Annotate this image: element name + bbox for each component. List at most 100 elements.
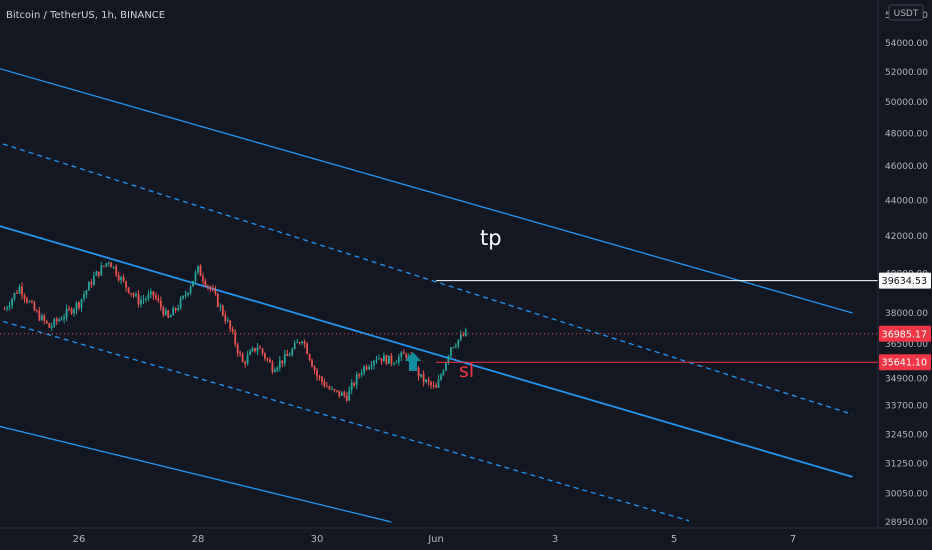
candle-body — [83, 294, 85, 300]
candle-body — [452, 347, 455, 348]
candle-body — [60, 319, 63, 321]
time-tick-label: 3 — [552, 534, 558, 545]
candle-body — [435, 385, 437, 388]
channel-lower-line[interactable] — [0, 417, 392, 523]
candle-body — [50, 326, 53, 328]
candle-body — [402, 352, 405, 354]
candle-body — [8, 305, 11, 308]
candle-body — [427, 379, 430, 382]
candle-body — [373, 361, 375, 366]
price-tick-label: 48000.00 — [885, 130, 928, 140]
candle-body — [70, 308, 73, 314]
candle-body — [296, 342, 299, 344]
candle-body — [370, 365, 373, 367]
candle-body — [140, 300, 142, 305]
candle-body — [276, 367, 279, 371]
candle-body — [350, 382, 353, 390]
candle-body — [464, 330, 467, 336]
candle-body — [278, 360, 281, 368]
candle-body — [378, 358, 380, 360]
channel-lower-mid-line[interactable] — [0, 309, 690, 522]
candle-body — [13, 292, 16, 299]
candle-body — [442, 370, 445, 375]
candle-body — [264, 353, 266, 359]
candle-body — [333, 389, 336, 391]
candle-body — [226, 320, 229, 322]
candle-body — [343, 392, 346, 396]
candle-body — [430, 382, 432, 386]
candle-body — [43, 315, 46, 321]
candle-body — [271, 362, 274, 372]
candle-body — [80, 299, 83, 308]
candle-body — [385, 355, 388, 364]
candle-body — [266, 358, 269, 360]
candle-body — [345, 395, 348, 401]
candle-body — [36, 310, 38, 312]
candle-body — [28, 301, 31, 303]
chart-title: Bitcoin / TetherUS, 1h, BINANCE — [6, 10, 165, 21]
time-tick-label: 26 — [73, 534, 86, 545]
candle-body — [179, 298, 182, 308]
candle-body — [88, 282, 90, 291]
candle-body — [152, 291, 155, 296]
candle-body — [274, 370, 276, 372]
currency-label: USDT — [894, 9, 919, 19]
candle-body — [301, 341, 303, 344]
candle-body — [383, 355, 385, 362]
candle-body — [328, 386, 331, 390]
price-tick-label: 34900.00 — [885, 374, 928, 384]
candle-body — [239, 353, 241, 354]
candle-body — [261, 348, 264, 354]
candle-body — [177, 308, 180, 310]
candle-body — [194, 272, 197, 281]
tp-price-badge-label: 39634.53 — [882, 276, 927, 287]
candle-body — [420, 374, 422, 377]
candle-body — [214, 289, 217, 294]
channel-main-line[interactable] — [0, 214, 853, 478]
candle-body — [425, 379, 427, 382]
price-tick-label: 38000.00 — [885, 309, 928, 319]
candle-body — [33, 302, 36, 311]
candle-body — [358, 374, 360, 376]
candle-body — [16, 292, 18, 294]
candle-body — [125, 281, 127, 288]
candle-body — [68, 308, 70, 310]
currency-button[interactable]: USDT — [888, 4, 924, 21]
price-tick-label: 33700.00 — [885, 401, 928, 411]
candle-body — [241, 354, 244, 363]
candle-body — [115, 266, 118, 276]
candle-body — [219, 305, 222, 307]
candle-body — [437, 379, 440, 388]
candle-body — [105, 263, 108, 266]
candle-body — [400, 352, 403, 358]
candle-body — [331, 389, 333, 391]
candle-body — [259, 347, 261, 349]
candle-body — [172, 308, 175, 316]
candle-body — [269, 359, 271, 363]
candle-body — [363, 366, 365, 373]
candle-body — [18, 286, 21, 294]
candle-body — [254, 348, 256, 352]
channel-upper-mid-line[interactable] — [0, 130, 853, 416]
candle-body — [281, 360, 284, 364]
candle-body — [97, 271, 100, 276]
sl-price-badge-label: 35641.10 — [882, 358, 927, 369]
candle-body — [132, 293, 135, 296]
candle-body — [212, 289, 214, 291]
candle-body — [229, 320, 232, 329]
candle-body — [192, 280, 194, 287]
candle-body — [316, 370, 318, 377]
time-tick-label: 5 — [671, 534, 677, 545]
sl-annotation: sl — [459, 360, 474, 382]
candle-body — [244, 362, 246, 364]
candle-body — [375, 359, 378, 362]
candle-body — [78, 302, 80, 308]
candle-body — [31, 301, 33, 303]
candle-body — [159, 300, 162, 308]
channel-upper-line[interactable] — [0, 57, 853, 314]
candle-body — [417, 367, 420, 377]
candle-body — [150, 291, 152, 295]
candle-body — [397, 357, 400, 363]
candle-body — [45, 320, 48, 324]
